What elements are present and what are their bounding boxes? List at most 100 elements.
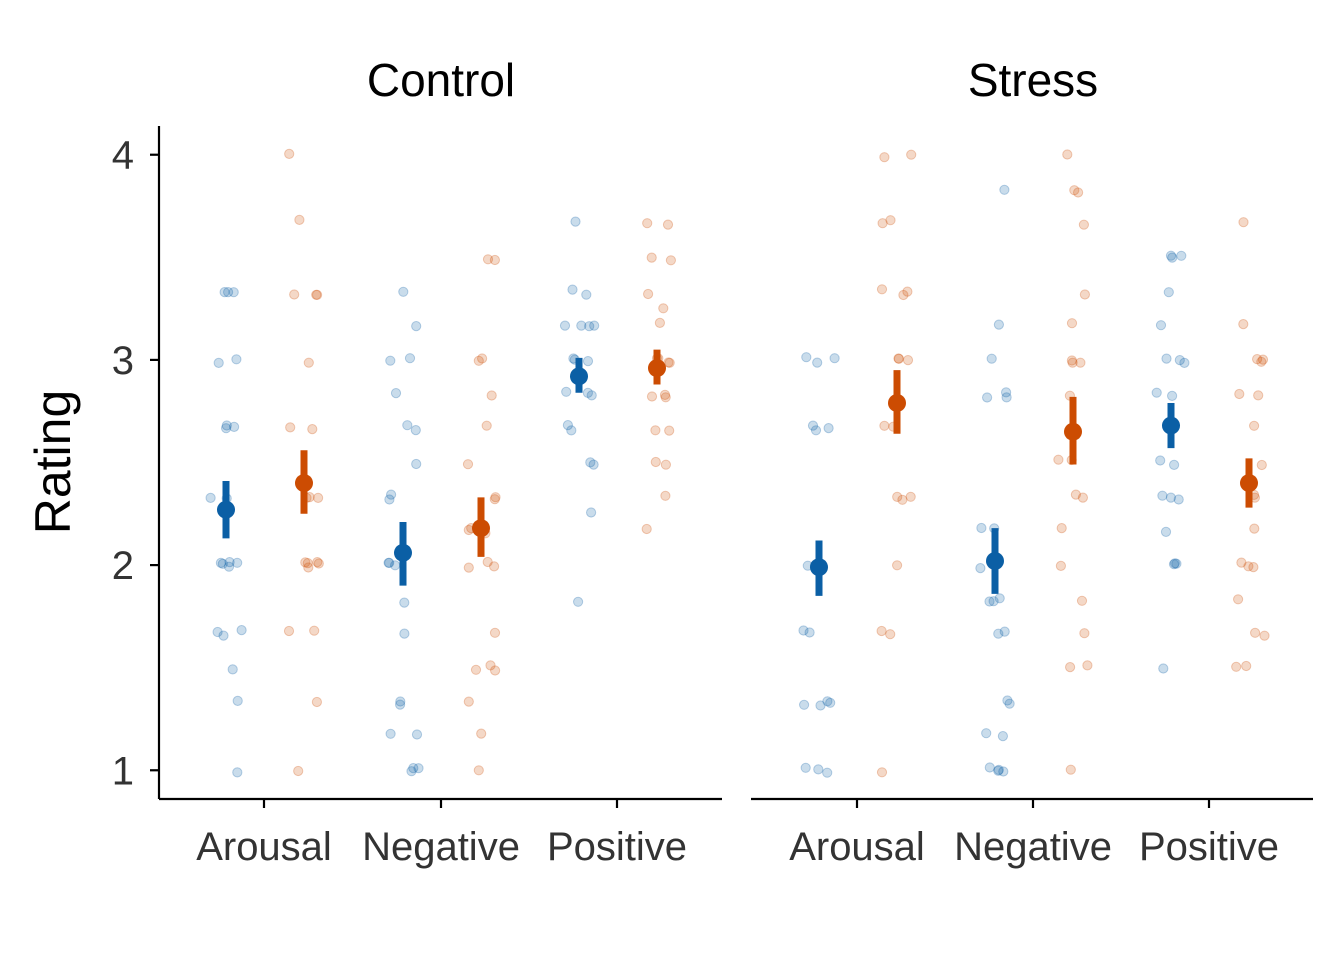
mean-point — [1064, 422, 1082, 441]
raw-point — [223, 561, 235, 572]
raw-point — [585, 457, 596, 468]
raw-point — [311, 696, 322, 708]
raw-point — [293, 765, 304, 777]
raw-point — [1151, 387, 1162, 398]
mean-point — [472, 519, 490, 538]
raw-point — [804, 627, 815, 638]
raw-point — [581, 289, 592, 300]
raw-point — [1065, 764, 1076, 775]
raw-point — [879, 152, 890, 163]
x-tick-label: Positive — [1139, 825, 1279, 869]
raw-point — [997, 731, 1009, 742]
raw-point — [582, 356, 594, 367]
raw-point — [1249, 420, 1260, 431]
raw-point — [975, 563, 986, 574]
raw-point — [589, 320, 600, 331]
raw-point — [1250, 627, 1261, 638]
raw-point — [395, 699, 406, 710]
raw-point — [812, 357, 823, 368]
raw-point — [303, 357, 314, 368]
raw-point — [643, 288, 654, 300]
raw-point — [303, 562, 314, 573]
raw-point — [662, 219, 674, 230]
raw-point — [650, 425, 661, 436]
raw-point — [650, 456, 661, 468]
raw-point — [236, 625, 247, 636]
raw-point — [1082, 660, 1093, 671]
raw-point — [300, 557, 311, 568]
raw-point — [1231, 661, 1242, 672]
raw-point — [302, 558, 313, 569]
raw-point — [561, 386, 572, 397]
raw-point — [646, 252, 657, 263]
raw-point — [470, 664, 482, 675]
raw-point — [385, 355, 396, 366]
raw-point — [892, 491, 903, 502]
y-tick-label: 2 — [112, 544, 134, 588]
raw-point — [660, 392, 671, 403]
x-tick-label: Arousal — [789, 825, 925, 869]
raw-point — [566, 425, 577, 436]
raw-point — [1079, 289, 1091, 300]
raw-point — [482, 556, 493, 568]
mean-point — [888, 393, 906, 412]
raw-point — [1174, 355, 1185, 366]
raw-point — [463, 696, 474, 707]
raw-point — [998, 766, 1009, 777]
raw-point — [576, 320, 587, 331]
raw-point — [1248, 562, 1259, 573]
raw-point — [463, 562, 474, 573]
x-tick-label: Arousal — [196, 825, 332, 869]
y-tick-label: 4 — [112, 134, 134, 178]
raw-point — [411, 729, 423, 740]
x-tick-label: Negative — [954, 825, 1112, 869]
raw-point — [1160, 526, 1172, 538]
raw-point — [229, 421, 240, 432]
raw-point — [664, 357, 675, 368]
raw-point — [1249, 523, 1260, 534]
raw-point — [1077, 492, 1089, 503]
raw-point — [1070, 489, 1082, 500]
raw-point — [386, 489, 397, 500]
raw-point — [307, 424, 318, 435]
raw-point — [284, 148, 295, 159]
mean-point — [1240, 474, 1258, 493]
raw-point — [489, 254, 500, 266]
y-axis-title: Rating — [25, 390, 81, 535]
raw-point — [876, 767, 888, 778]
raw-point — [1169, 459, 1180, 470]
raw-point — [885, 629, 896, 640]
raw-point — [285, 422, 296, 433]
raw-point — [213, 357, 224, 368]
raw-point — [1066, 355, 1078, 366]
raw-point — [1234, 388, 1245, 400]
raw-point — [825, 697, 836, 708]
raw-point — [1004, 698, 1015, 709]
raw-point — [905, 491, 916, 502]
raw-point — [586, 507, 597, 518]
raw-point — [800, 762, 811, 773]
raw-point — [994, 593, 1005, 604]
raw-point — [664, 425, 675, 436]
raw-point — [398, 286, 409, 297]
raw-point — [481, 420, 492, 431]
mean-point — [810, 558, 828, 577]
raw-point — [385, 728, 396, 739]
raw-point — [223, 287, 234, 298]
raw-point — [399, 597, 410, 608]
x-tick-label: Positive — [547, 825, 687, 869]
raw-point — [1157, 490, 1168, 501]
raw-point — [559, 320, 571, 331]
raw-point — [482, 254, 494, 265]
raw-point — [981, 728, 992, 739]
raw-point — [205, 492, 216, 503]
raw-point — [892, 560, 903, 571]
raw-point — [490, 492, 501, 503]
raw-point — [1075, 357, 1086, 368]
raw-point — [411, 458, 422, 470]
raw-point — [473, 355, 484, 366]
raw-point — [490, 665, 501, 676]
raw-point — [1167, 390, 1178, 401]
raw-point — [986, 353, 997, 364]
